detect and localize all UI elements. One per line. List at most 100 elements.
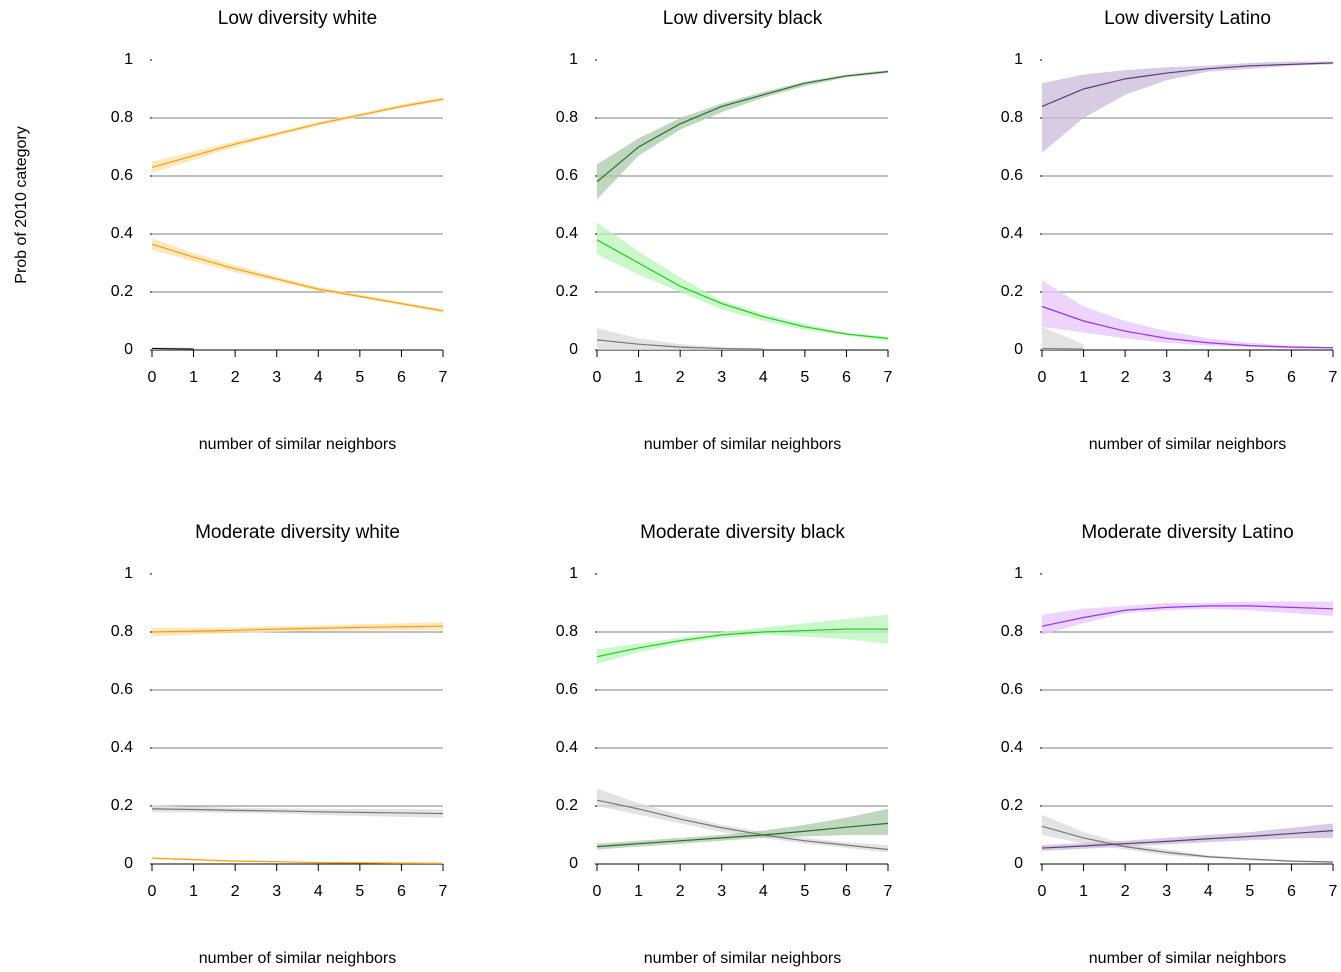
confidence-band bbox=[597, 222, 888, 342]
x-axis-label: number of similar neighbors bbox=[644, 436, 841, 453]
y-tick-label: 0.2 bbox=[556, 283, 578, 300]
y-axis-label: Prob of 2010 category bbox=[13, 126, 30, 283]
x-tick-label: 5 bbox=[800, 883, 809, 900]
y-tick-label: 0.2 bbox=[1001, 283, 1023, 300]
x-tick-label: 6 bbox=[842, 369, 851, 386]
series-line bbox=[151, 808, 444, 815]
y-tick-label: 0.8 bbox=[556, 623, 578, 640]
confidence-band bbox=[1042, 601, 1333, 635]
y-tick-label: 0.2 bbox=[556, 797, 578, 814]
y-tick-label: 0.6 bbox=[556, 681, 578, 698]
y-tick-label: 1 bbox=[1014, 51, 1023, 68]
confidence-band bbox=[1042, 814, 1333, 863]
series-line bbox=[1041, 62, 1334, 107]
x-tick-label: 2 bbox=[676, 369, 685, 386]
x-tick-label: 7 bbox=[884, 883, 893, 900]
y-tick-label: 1 bbox=[124, 51, 133, 68]
y-tick-label: 0.2 bbox=[111, 797, 133, 814]
x-tick-label: 1 bbox=[189, 883, 198, 900]
chart-title: Low diversity Latino bbox=[1104, 8, 1271, 29]
x-tick-label: 5 bbox=[355, 369, 364, 386]
series-line bbox=[151, 857, 444, 865]
x-axis-label: number of similar neighbors bbox=[199, 950, 396, 967]
confidence-band bbox=[1042, 326, 1084, 350]
y-tick-label: 1 bbox=[1014, 565, 1023, 582]
x-tick-label: 4 bbox=[1204, 883, 1213, 900]
confidence-band bbox=[597, 808, 888, 850]
x-axis-label: number of similar neighbors bbox=[644, 950, 841, 967]
chart-title: Low diversity black bbox=[663, 8, 823, 29]
y-tick-label: 1 bbox=[569, 565, 578, 582]
series-line bbox=[1041, 305, 1334, 349]
y-tick-label: 0.8 bbox=[111, 109, 133, 126]
y-tick-label: 0.6 bbox=[111, 681, 133, 698]
confidence-band bbox=[1042, 61, 1333, 153]
x-tick-label: 1 bbox=[189, 369, 198, 386]
y-tick-label: 0.6 bbox=[556, 167, 578, 184]
x-axis-label: number of similar neighbors bbox=[199, 436, 396, 453]
x-axis-label: number of similar neighbors bbox=[1089, 950, 1286, 967]
x-tick-label: 7 bbox=[439, 883, 448, 900]
x-tick-label: 2 bbox=[231, 883, 240, 900]
x-tick-label: 6 bbox=[1287, 883, 1296, 900]
y-tick-label: 0.4 bbox=[556, 225, 578, 242]
x-tick-label: 5 bbox=[355, 883, 364, 900]
y-tick-label: 0.4 bbox=[556, 739, 578, 756]
series-line bbox=[1041, 830, 1334, 849]
x-tick-label: 2 bbox=[676, 883, 685, 900]
x-tick-label: 2 bbox=[1121, 883, 1130, 900]
y-tick-label: 0 bbox=[124, 341, 133, 358]
x-tick-label: 1 bbox=[1079, 369, 1088, 386]
y-tick-label: 0.4 bbox=[1001, 739, 1023, 756]
x-tick-label: 6 bbox=[397, 883, 406, 900]
x-tick-label: 0 bbox=[1038, 883, 1047, 900]
x-tick-label: 3 bbox=[272, 883, 281, 900]
series-line bbox=[151, 625, 444, 633]
x-tick-label: 4 bbox=[759, 883, 768, 900]
x-tick-label: 3 bbox=[717, 369, 726, 386]
x-tick-label: 6 bbox=[842, 883, 851, 900]
series-line bbox=[596, 628, 888, 658]
x-tick-label: 1 bbox=[1079, 883, 1088, 900]
x-tick-label: 0 bbox=[148, 369, 157, 386]
x-tick-label: 5 bbox=[800, 369, 809, 386]
x-tick-label: 2 bbox=[231, 369, 240, 386]
y-tick-label: 0.8 bbox=[556, 109, 578, 126]
x-tick-label: 0 bbox=[148, 883, 157, 900]
x-tick-label: 6 bbox=[397, 369, 406, 386]
chart-title: Moderate diversity Latino bbox=[1081, 522, 1293, 543]
x-axis-label: number of similar neighbors bbox=[1089, 436, 1286, 453]
y-tick-label: 0.8 bbox=[1001, 623, 1023, 640]
y-tick-label: 1 bbox=[569, 51, 578, 68]
x-tick-label: 5 bbox=[1245, 369, 1254, 386]
x-tick-label: 2 bbox=[1121, 369, 1130, 386]
x-tick-label: 4 bbox=[314, 883, 323, 900]
x-tick-label: 4 bbox=[759, 369, 768, 386]
x-tick-label: 3 bbox=[1162, 883, 1171, 900]
y-tick-label: 0.4 bbox=[1001, 225, 1023, 242]
series-line bbox=[596, 822, 889, 848]
y-tick-label: 0 bbox=[1014, 341, 1023, 358]
confidence-band bbox=[152, 238, 443, 313]
series-line bbox=[596, 339, 764, 350]
x-tick-label: 7 bbox=[1329, 369, 1338, 386]
series-line bbox=[596, 799, 889, 851]
y-tick-label: 0 bbox=[569, 341, 578, 358]
confidence-band bbox=[152, 97, 443, 174]
series-line bbox=[1041, 347, 1084, 350]
x-tick-label: 3 bbox=[272, 369, 281, 386]
x-tick-label: 1 bbox=[634, 883, 643, 900]
x-tick-label: 4 bbox=[314, 369, 323, 386]
y-tick-label: 0.4 bbox=[111, 225, 133, 242]
confidence-band bbox=[597, 70, 888, 200]
series-line bbox=[151, 98, 444, 168]
x-tick-label: 0 bbox=[1038, 369, 1047, 386]
series-line bbox=[151, 347, 194, 350]
x-tick-label: 3 bbox=[1162, 369, 1171, 386]
chart-title: Moderate diversity black bbox=[640, 522, 845, 543]
series-line bbox=[151, 243, 444, 312]
x-tick-label: 7 bbox=[439, 369, 448, 386]
y-tick-label: 0.8 bbox=[111, 623, 133, 640]
y-tick-label: 1 bbox=[124, 565, 133, 582]
